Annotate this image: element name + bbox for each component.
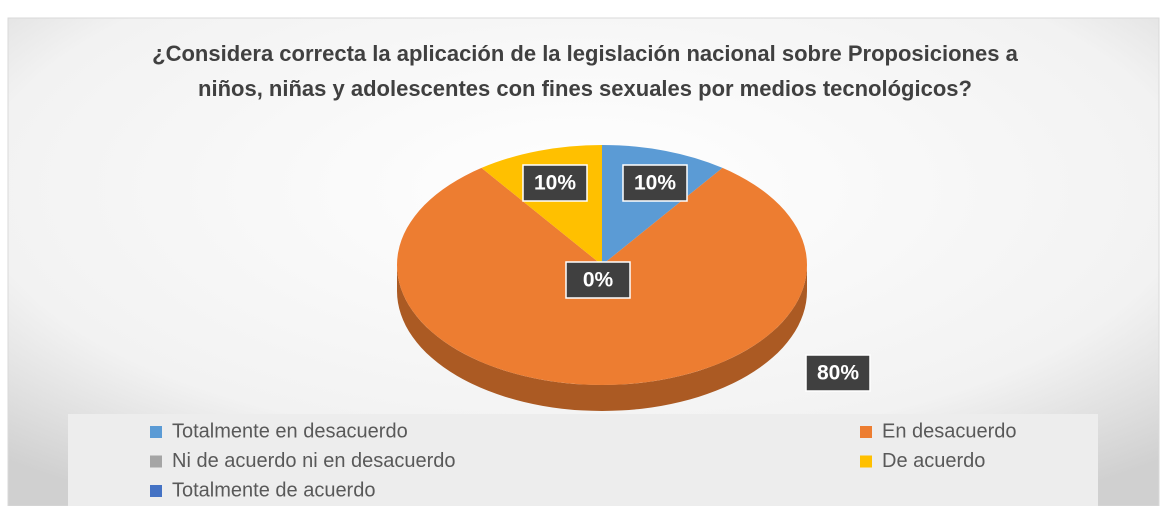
data-label-box — [522, 164, 588, 202]
data-labels: 10% 80% 0% 10% — [522, 164, 871, 392]
legend-swatch — [860, 455, 872, 468]
legend-label: Totalmente en desacuerdo — [172, 420, 408, 442]
chart-title: ¿Considera correcta la aplicación de la … — [152, 41, 1018, 101]
data-label-box — [565, 261, 631, 299]
legend-label: En desacuerdo — [882, 420, 1017, 442]
slice-side — [397, 265, 807, 411]
data-label-box — [622, 164, 688, 202]
legend-label: De acuerdo — [882, 450, 985, 472]
legend-box — [68, 414, 1098, 506]
legend-swatch — [860, 426, 872, 438]
legend: Totalmente en desacuerdo En desacuerdo Ni … — [150, 420, 1017, 501]
legend-swatch — [150, 485, 162, 497]
legend-label: Totalmente de acuerdo — [172, 479, 375, 501]
legend-label: Ni de acuerdo ni en desacuerdo — [172, 450, 456, 472]
data-label: 10% — [634, 172, 676, 195]
legend-swatch — [150, 455, 162, 468]
legend-swatch — [150, 426, 162, 438]
data-label-box — [805, 354, 871, 392]
data-label: 10% — [534, 172, 576, 195]
data-label: 80% — [817, 362, 859, 385]
data-label: 0% — [583, 269, 614, 292]
